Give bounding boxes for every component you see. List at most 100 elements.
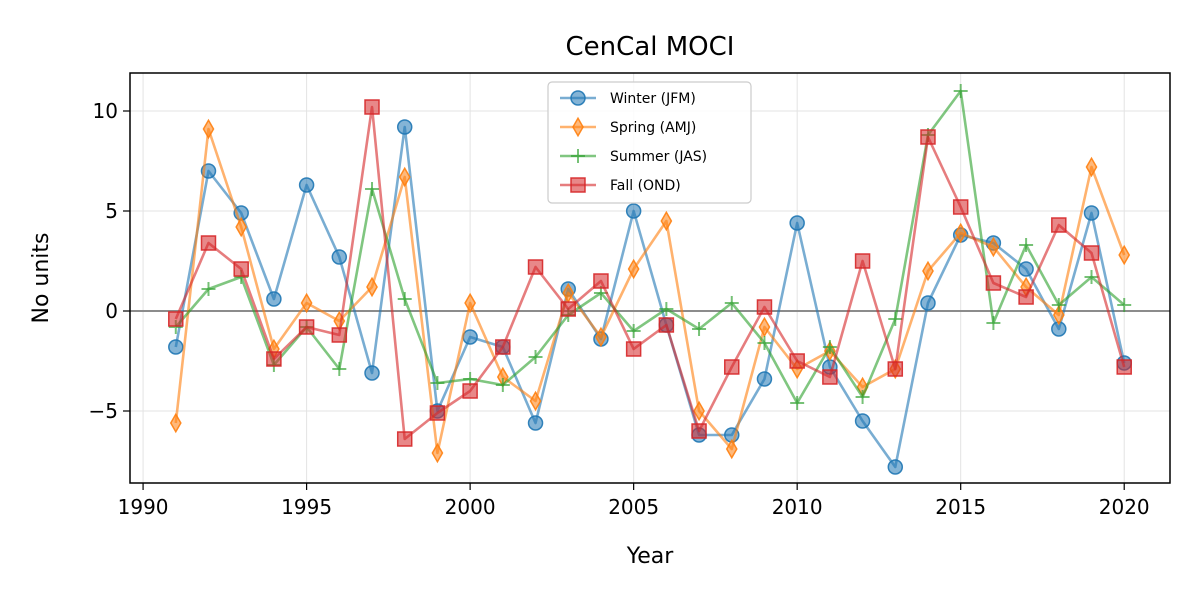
data-point-circle [756, 371, 773, 387]
data-point-square [527, 259, 544, 275]
data-point-plus [986, 316, 1001, 330]
data-point-plus [953, 84, 968, 98]
data-point-square [658, 317, 675, 333]
data-point-plus [571, 149, 585, 163]
data-point-circle [920, 295, 936, 311]
data-point-square [364, 99, 380, 115]
data-point-circle [266, 291, 282, 307]
data-point-square [495, 339, 511, 355]
data-point-square [462, 383, 478, 399]
x-tick-label: 1990 [118, 495, 169, 519]
series-layer [168, 84, 1132, 475]
x-tick-label: 2020 [1099, 495, 1150, 519]
data-point-circle [789, 215, 805, 231]
legend-entry: Fall (OND) [560, 177, 681, 194]
data-point-plus [1117, 298, 1132, 312]
data-point-square [724, 359, 740, 375]
data-point-square [593, 273, 609, 289]
data-point-diamond [529, 390, 542, 412]
data-point-plus [1084, 270, 1099, 284]
data-point-circle [570, 90, 586, 106]
data-point-plus [397, 292, 412, 306]
legend-entry: Spring (AMJ) [560, 116, 696, 138]
data-point-square [331, 327, 348, 343]
x-tick-label: 2005 [608, 495, 659, 519]
series-spring-amj [169, 118, 1131, 464]
x-tick-label: 2000 [445, 495, 496, 519]
y-tick-label: 0 [105, 299, 118, 323]
data-point-diamond [235, 216, 248, 238]
series-line [174, 127, 1126, 455]
data-point-diamond [1118, 244, 1131, 266]
data-point-circle [887, 459, 904, 475]
data-point-square [200, 235, 217, 251]
data-point-square [266, 351, 282, 367]
data-point-square [789, 353, 805, 369]
data-point-diamond [758, 316, 771, 338]
x-axis-label: Year [626, 544, 675, 569]
data-point-plus [757, 336, 772, 350]
data-point-diamond [572, 116, 584, 138]
data-point-plus [1051, 298, 1066, 312]
data-point-diamond [954, 222, 967, 244]
data-point-square [1116, 359, 1132, 375]
series-summer-jas [168, 84, 1132, 410]
data-point-diamond [366, 276, 378, 298]
data-point-diamond [431, 442, 444, 464]
legend-entry: Summer (JAS) [560, 149, 707, 165]
data-point-circle [462, 329, 478, 345]
x-tick-label: 2010 [772, 495, 823, 519]
data-point-plus [855, 390, 870, 404]
data-point-diamond [627, 258, 640, 280]
data-point-circle [396, 119, 413, 135]
series-fall-ond [168, 99, 1132, 447]
data-point-diamond [169, 412, 182, 434]
legend-box [547, 81, 752, 204]
x-tick-label: 2015 [935, 495, 986, 519]
data-point-square [887, 361, 904, 377]
legend: Winter (JFM) Spring (AMJ) Summer (JAS) Fall… [547, 81, 752, 204]
data-point-circle [1083, 205, 1100, 221]
data-point-diamond [660, 210, 673, 232]
data-point-plus [724, 296, 739, 310]
x-tick-label: 1995 [281, 495, 332, 519]
legend-label: Summer (JAS) [610, 149, 707, 165]
y-tick-label: 5 [105, 199, 118, 223]
data-point-plus [822, 340, 837, 354]
data-point-diamond [693, 400, 705, 422]
data-point-circle [331, 249, 348, 265]
data-point-square [1083, 245, 1100, 261]
data-point-plus [626, 324, 641, 338]
data-point-square [298, 319, 315, 335]
data-point-circle [364, 365, 380, 381]
data-point-square [985, 275, 1002, 291]
legend-label: Winter (JFM) [610, 91, 696, 107]
legend-label: Spring (AMJ) [610, 120, 696, 136]
data-point-diamond [464, 292, 477, 314]
data-point-circle [527, 415, 544, 431]
data-point-circle [1018, 261, 1034, 277]
data-point-plus [332, 362, 347, 376]
data-point-square [625, 341, 642, 357]
data-point-square [429, 405, 446, 421]
data-point-plus [528, 350, 543, 364]
data-point-plus [692, 322, 707, 336]
data-point-plus [201, 282, 216, 296]
data-point-diamond [398, 166, 411, 188]
data-point-diamond [725, 438, 738, 460]
data-point-diamond [1085, 156, 1098, 178]
series-line [174, 89, 1126, 405]
data-point-circle [625, 203, 642, 219]
data-point-square [233, 261, 249, 277]
data-point-diamond [202, 118, 215, 140]
y-tick-label: 10 [93, 99, 118, 123]
data-point-plus [659, 302, 674, 316]
data-point-circle [168, 339, 184, 355]
data-point-square [952, 199, 969, 215]
data-point-square [560, 301, 576, 317]
data-point-diamond [1052, 304, 1065, 326]
data-point-plus [365, 182, 380, 196]
plot-frame [129, 72, 1171, 484]
legend-label: Fall (OND) [610, 178, 681, 194]
